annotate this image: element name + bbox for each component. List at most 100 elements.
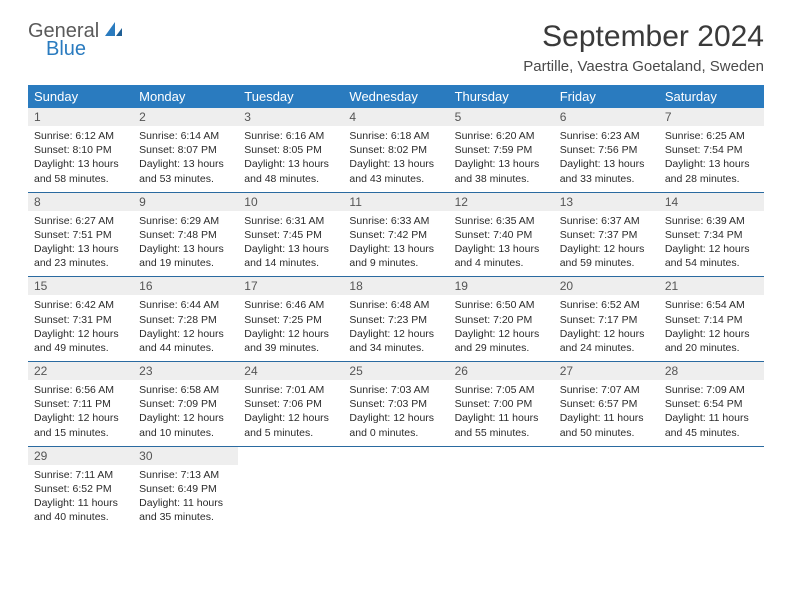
calendar-week-row: 22Sunrise: 6:56 AMSunset: 7:11 PMDayligh… xyxy=(28,362,764,447)
day-details: Sunrise: 6:23 AMSunset: 7:56 PMDaylight:… xyxy=(554,126,659,192)
day-number: 17 xyxy=(238,277,343,295)
calendar-day-cell: 1Sunrise: 6:12 AMSunset: 8:10 PMDaylight… xyxy=(28,108,133,192)
day-details: Sunrise: 6:42 AMSunset: 7:31 PMDaylight:… xyxy=(28,295,133,361)
day-number: 16 xyxy=(133,277,238,295)
daylight-text-2: and 35 minutes. xyxy=(139,510,232,524)
calendar-day-cell: 30Sunrise: 7:13 AMSunset: 6:49 PMDayligh… xyxy=(133,446,238,530)
sunset-text: Sunset: 7:09 PM xyxy=(139,397,232,411)
daylight-text-1: Daylight: 13 hours xyxy=(34,157,127,171)
day-number: 12 xyxy=(449,193,554,211)
sunrise-text: Sunrise: 6:44 AM xyxy=(139,298,232,312)
calendar-day-cell: 2Sunrise: 6:14 AMSunset: 8:07 PMDaylight… xyxy=(133,108,238,192)
day-details: Sunrise: 6:20 AMSunset: 7:59 PMDaylight:… xyxy=(449,126,554,192)
calendar-week-row: 29Sunrise: 7:11 AMSunset: 6:52 PMDayligh… xyxy=(28,446,764,530)
calendar-day-cell: 13Sunrise: 6:37 AMSunset: 7:37 PMDayligh… xyxy=(554,192,659,277)
day-details: Sunrise: 6:50 AMSunset: 7:20 PMDaylight:… xyxy=(449,295,554,361)
daylight-text-2: and 49 minutes. xyxy=(34,341,127,355)
calendar-day-cell: 28Sunrise: 7:09 AMSunset: 6:54 PMDayligh… xyxy=(659,362,764,447)
daylight-text-1: Daylight: 12 hours xyxy=(349,411,442,425)
daylight-text-2: and 39 minutes. xyxy=(244,341,337,355)
daylight-text-2: and 15 minutes. xyxy=(34,426,127,440)
daylight-text-2: and 45 minutes. xyxy=(665,426,758,440)
sunset-text: Sunset: 7:56 PM xyxy=(560,143,653,157)
sunset-text: Sunset: 8:07 PM xyxy=(139,143,232,157)
day-number: 26 xyxy=(449,362,554,380)
calendar-day-cell: 7Sunrise: 6:25 AMSunset: 7:54 PMDaylight… xyxy=(659,108,764,192)
day-details: Sunrise: 6:56 AMSunset: 7:11 PMDaylight:… xyxy=(28,380,133,446)
day-details: Sunrise: 7:01 AMSunset: 7:06 PMDaylight:… xyxy=(238,380,343,446)
calendar-day-cell: 14Sunrise: 6:39 AMSunset: 7:34 PMDayligh… xyxy=(659,192,764,277)
day-number: 15 xyxy=(28,277,133,295)
calendar-day-cell: 22Sunrise: 6:56 AMSunset: 7:11 PMDayligh… xyxy=(28,362,133,447)
sunrise-text: Sunrise: 6:42 AM xyxy=(34,298,127,312)
calendar-week-row: 8Sunrise: 6:27 AMSunset: 7:51 PMDaylight… xyxy=(28,192,764,277)
day-details: Sunrise: 6:54 AMSunset: 7:14 PMDaylight:… xyxy=(659,295,764,361)
sunrise-text: Sunrise: 6:31 AM xyxy=(244,214,337,228)
daylight-text-1: Daylight: 13 hours xyxy=(455,157,548,171)
weekday-header: Wednesday xyxy=(343,85,448,108)
calendar-day-cell: 8Sunrise: 6:27 AMSunset: 7:51 PMDaylight… xyxy=(28,192,133,277)
calendar-day-cell: . xyxy=(343,446,448,530)
calendar-day-cell: 26Sunrise: 7:05 AMSunset: 7:00 PMDayligh… xyxy=(449,362,554,447)
sunset-text: Sunset: 7:37 PM xyxy=(560,228,653,242)
weekday-header: Thursday xyxy=(449,85,554,108)
calendar-day-cell: 15Sunrise: 6:42 AMSunset: 7:31 PMDayligh… xyxy=(28,277,133,362)
daylight-text-2: and 23 minutes. xyxy=(34,256,127,270)
calendar-day-cell: 4Sunrise: 6:18 AMSunset: 8:02 PMDaylight… xyxy=(343,108,448,192)
sunrise-text: Sunrise: 6:16 AM xyxy=(244,129,337,143)
day-details: Sunrise: 6:29 AMSunset: 7:48 PMDaylight:… xyxy=(133,211,238,277)
page-title: September 2024 xyxy=(542,20,764,54)
sunrise-text: Sunrise: 6:27 AM xyxy=(34,214,127,228)
daylight-text-1: Daylight: 12 hours xyxy=(349,327,442,341)
weekday-header: Sunday xyxy=(28,85,133,108)
day-number: 28 xyxy=(659,362,764,380)
sunrise-text: Sunrise: 6:39 AM xyxy=(665,214,758,228)
day-number: 2 xyxy=(133,108,238,126)
calendar-day-cell: . xyxy=(449,446,554,530)
day-number: 18 xyxy=(343,277,448,295)
location-subtitle: Partille, Vaestra Goetaland, Sweden xyxy=(523,58,764,75)
daylight-text-1: Daylight: 12 hours xyxy=(244,411,337,425)
day-number: 22 xyxy=(28,362,133,380)
sunset-text: Sunset: 8:02 PM xyxy=(349,143,442,157)
weekday-header-row: Sunday Monday Tuesday Wednesday Thursday… xyxy=(28,85,764,108)
daylight-text-2: and 40 minutes. xyxy=(34,510,127,524)
sunset-text: Sunset: 7:17 PM xyxy=(560,313,653,327)
day-details: Sunrise: 6:16 AMSunset: 8:05 PMDaylight:… xyxy=(238,126,343,192)
sunset-text: Sunset: 7:25 PM xyxy=(244,313,337,327)
calendar-day-cell: 12Sunrise: 6:35 AMSunset: 7:40 PMDayligh… xyxy=(449,192,554,277)
day-details: Sunrise: 6:33 AMSunset: 7:42 PMDaylight:… xyxy=(343,211,448,277)
day-details: Sunrise: 6:35 AMSunset: 7:40 PMDaylight:… xyxy=(449,211,554,277)
sunrise-text: Sunrise: 6:52 AM xyxy=(560,298,653,312)
daylight-text-1: Daylight: 13 hours xyxy=(455,242,548,256)
calendar-day-cell: 27Sunrise: 7:07 AMSunset: 6:57 PMDayligh… xyxy=(554,362,659,447)
sunrise-text: Sunrise: 6:33 AM xyxy=(349,214,442,228)
daylight-text-1: Daylight: 12 hours xyxy=(560,242,653,256)
day-details: Sunrise: 6:48 AMSunset: 7:23 PMDaylight:… xyxy=(343,295,448,361)
sunset-text: Sunset: 8:10 PM xyxy=(34,143,127,157)
sunrise-text: Sunrise: 6:37 AM xyxy=(560,214,653,228)
day-details: Sunrise: 6:58 AMSunset: 7:09 PMDaylight:… xyxy=(133,380,238,446)
sunset-text: Sunset: 7:59 PM xyxy=(455,143,548,157)
calendar-day-cell: . xyxy=(238,446,343,530)
sunrise-text: Sunrise: 6:58 AM xyxy=(139,383,232,397)
daylight-text-2: and 5 minutes. xyxy=(244,426,337,440)
sunrise-text: Sunrise: 7:13 AM xyxy=(139,468,232,482)
calendar-day-cell: 6Sunrise: 6:23 AMSunset: 7:56 PMDaylight… xyxy=(554,108,659,192)
calendar-day-cell: 29Sunrise: 7:11 AMSunset: 6:52 PMDayligh… xyxy=(28,446,133,530)
day-number: 11 xyxy=(343,193,448,211)
calendar-page: General September 2024 Blue Partille, Va… xyxy=(0,0,792,550)
day-details: Sunrise: 7:05 AMSunset: 7:00 PMDaylight:… xyxy=(449,380,554,446)
daylight-text-1: Daylight: 12 hours xyxy=(244,327,337,341)
daylight-text-2: and 10 minutes. xyxy=(139,426,232,440)
day-details: Sunrise: 6:25 AMSunset: 7:54 PMDaylight:… xyxy=(659,126,764,192)
daylight-text-2: and 59 minutes. xyxy=(560,256,653,270)
sunset-text: Sunset: 7:54 PM xyxy=(665,143,758,157)
daylight-text-1: Daylight: 12 hours xyxy=(139,411,232,425)
day-number: 14 xyxy=(659,193,764,211)
sunset-text: Sunset: 7:03 PM xyxy=(349,397,442,411)
day-details: Sunrise: 7:09 AMSunset: 6:54 PMDaylight:… xyxy=(659,380,764,446)
sunrise-text: Sunrise: 6:56 AM xyxy=(34,383,127,397)
daylight-text-1: Daylight: 13 hours xyxy=(139,157,232,171)
day-number: 30 xyxy=(133,447,238,465)
